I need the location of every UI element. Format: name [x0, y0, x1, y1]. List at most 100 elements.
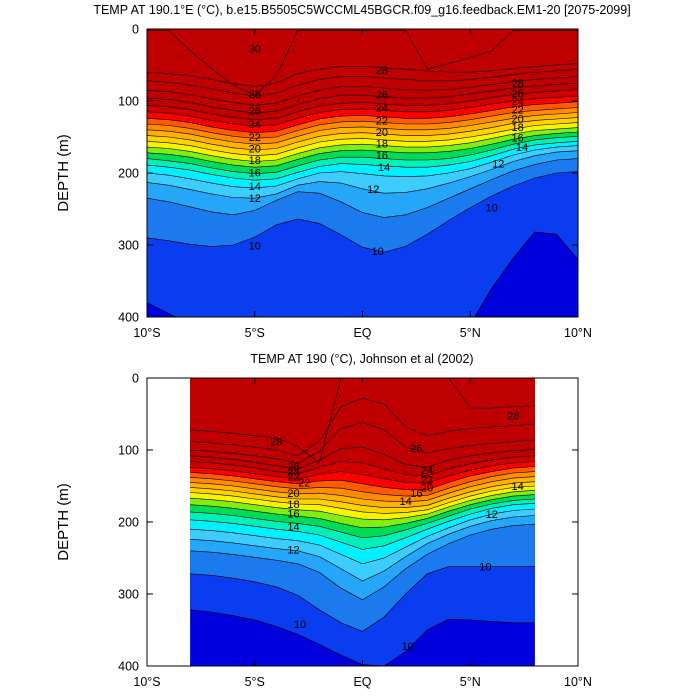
contour-line-14 [190, 503, 535, 550]
contour-label: 18 [249, 155, 261, 167]
contour-line-22 [190, 466, 535, 490]
contour-label: 22 [287, 472, 299, 484]
contour-label: 10 [402, 641, 414, 653]
contour-line-19 [147, 117, 578, 151]
bottom-y-axis: 0 100 200 300 400 [118, 372, 578, 674]
contour-label: 16 [249, 167, 261, 179]
contour-line-28 [190, 378, 535, 464]
y-tick-label: 100 [118, 444, 139, 458]
contour-line-16 [190, 494, 535, 529]
contour-line-17 [190, 490, 535, 521]
bottom-panel-title: TEMP AT 190 (°C), Johnson et al (2002) [250, 352, 473, 366]
contour-label: 22 [421, 475, 433, 487]
contour-label: 28 [376, 65, 388, 77]
contour-line-15 [147, 136, 578, 175]
contour-line-22 [147, 101, 578, 134]
contour-label: 26 [512, 88, 524, 100]
contour-label: 26 [287, 462, 299, 474]
top-y-axis-label: DEPTH (m) [55, 134, 72, 212]
bottom-contour-lines [190, 378, 535, 666]
contour-line-25 [147, 82, 578, 114]
contour-line-11 [190, 523, 535, 601]
contour-label: 22 [512, 105, 524, 117]
contour-fill-28 [190, 378, 535, 463]
contour-line-16 [147, 131, 578, 168]
contour-fill-29 [147, 29, 578, 96]
contour-label: 20 [376, 127, 388, 139]
contour-label: 24 [421, 465, 433, 477]
y-tick-label: 0 [132, 23, 139, 37]
contour-line-23 [147, 95, 578, 127]
contour-line-24 [190, 455, 535, 477]
contour-line-13 [190, 508, 535, 565]
x-tick-label: 5°S [245, 326, 265, 340]
contour-line-21 [147, 107, 578, 139]
contour-line-20 [190, 476, 535, 503]
top-contour-panel: TEMP AT 190.1°E (°C), b.e15.B5505C5WCCML… [55, 3, 631, 340]
contour-label: 10 [371, 246, 383, 258]
contour-line-11 [147, 158, 578, 218]
contour-label: 14 [516, 142, 528, 154]
contour-label: 28 [270, 436, 282, 448]
contour-line-10 [147, 171, 578, 253]
contour-label: 28 [507, 410, 519, 422]
bottom-contour-panel: TEMP AT 190 (°C), Johnson et al (2002) 2… [55, 352, 592, 689]
contour-label: 14 [512, 481, 524, 493]
contour-line-18 [147, 122, 578, 157]
contour-line-9 [147, 231, 578, 317]
contour-label: 16 [376, 150, 388, 162]
bottom-x-axis: 10°S 5°S EQ 5°N 10°N [133, 378, 592, 689]
contour-label: 20 [249, 144, 261, 156]
y-tick-label: 100 [118, 95, 139, 109]
contour-label: 10 [249, 241, 261, 253]
x-tick-label: 10°S [133, 675, 160, 689]
contour-label: 30 [249, 43, 261, 55]
contour-label: 20 [421, 482, 433, 494]
top-x-axis: 10°S 5°S EQ 5°N 10°N [133, 29, 592, 340]
y-tick-label: 300 [118, 588, 139, 602]
y-tick-label: 400 [118, 660, 139, 674]
contour-label: 22 [249, 132, 261, 144]
y-tick-label: 300 [118, 239, 139, 253]
contour-line-25 [190, 446, 535, 470]
bottom-y-axis-label: DEPTH (m) [55, 483, 72, 561]
x-tick-label: 10°N [564, 326, 592, 340]
contour-line-27 [190, 397, 535, 457]
contour-line-15 [190, 498, 535, 539]
contour-label: 14 [399, 496, 411, 508]
contour-label: 12 [486, 509, 498, 521]
contour-label: 10 [294, 619, 306, 631]
contour-label: 12 [492, 159, 504, 171]
y-tick-label: 200 [118, 516, 139, 530]
contour-label: 24 [512, 96, 524, 108]
y-tick-label: 0 [132, 372, 139, 386]
contour-line-21 [190, 471, 535, 497]
bottom-color-fills [190, 378, 535, 666]
contour-line-14 [147, 141, 578, 181]
x-tick-label: EQ [353, 675, 371, 689]
contour-label: 26 [249, 105, 261, 117]
contour-line-17 [147, 127, 578, 162]
contour-label: 14 [249, 181, 261, 193]
contour-label: 28 [249, 89, 261, 101]
bottom-contour-labels: 2828262624242222222020181616141414121210… [270, 410, 524, 653]
x-tick-label: 5°N [460, 326, 481, 340]
contour-line-10 [190, 566, 535, 632]
contour-label: 16 [512, 133, 524, 145]
contour-line-27 [147, 69, 578, 97]
contour-label: 24 [376, 102, 388, 114]
x-tick-label: 5°S [245, 675, 265, 689]
x-tick-label: 10°S [133, 326, 160, 340]
contour-label: 16 [287, 508, 299, 520]
top-panel-title: TEMP AT 190.1°E (°C), b.e15.B5505C5WCCML… [93, 3, 630, 17]
contour-label: 12 [367, 184, 379, 196]
contour-line-19 [190, 481, 535, 508]
contour-label: 10 [479, 562, 491, 574]
contour-label: 18 [287, 499, 299, 511]
contour-label: 22 [376, 115, 388, 127]
x-tick-label: EQ [353, 326, 371, 340]
x-tick-label: 5°N [460, 675, 481, 689]
top-y-axis: 0 100 200 300 400 [118, 23, 578, 325]
